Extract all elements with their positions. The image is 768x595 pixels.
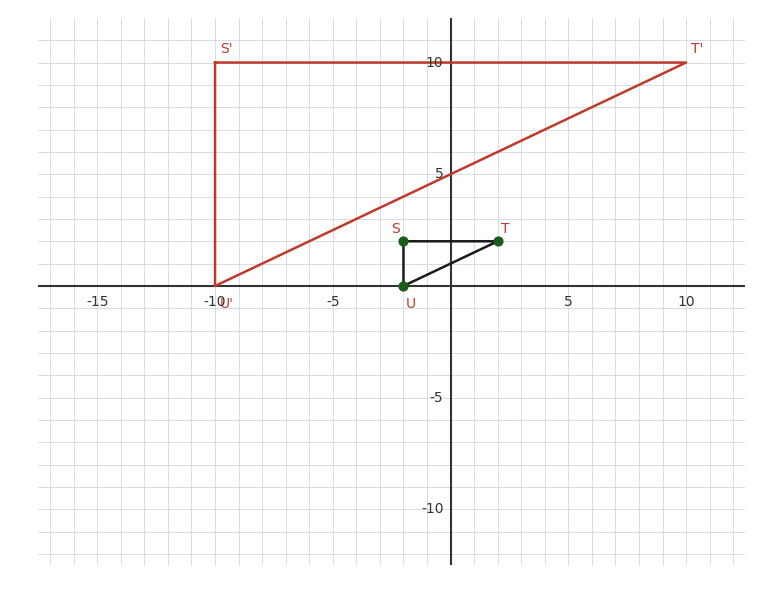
Text: T': T': [690, 42, 703, 56]
Text: 5: 5: [564, 295, 573, 309]
Text: S': S': [220, 42, 233, 56]
Point: [397, 237, 409, 246]
Text: U': U': [220, 297, 233, 311]
Text: S: S: [391, 222, 400, 236]
Text: 5: 5: [435, 167, 443, 181]
Text: T: T: [502, 222, 510, 236]
Point: [492, 237, 504, 246]
Text: -15: -15: [86, 295, 108, 309]
Text: -10: -10: [204, 295, 227, 309]
Text: -10: -10: [421, 502, 443, 516]
Text: -5: -5: [430, 391, 443, 405]
Text: U: U: [406, 297, 416, 311]
Text: -5: -5: [326, 295, 339, 309]
Text: 10: 10: [426, 55, 443, 70]
Text: 10: 10: [677, 295, 695, 309]
Point: [397, 281, 409, 291]
